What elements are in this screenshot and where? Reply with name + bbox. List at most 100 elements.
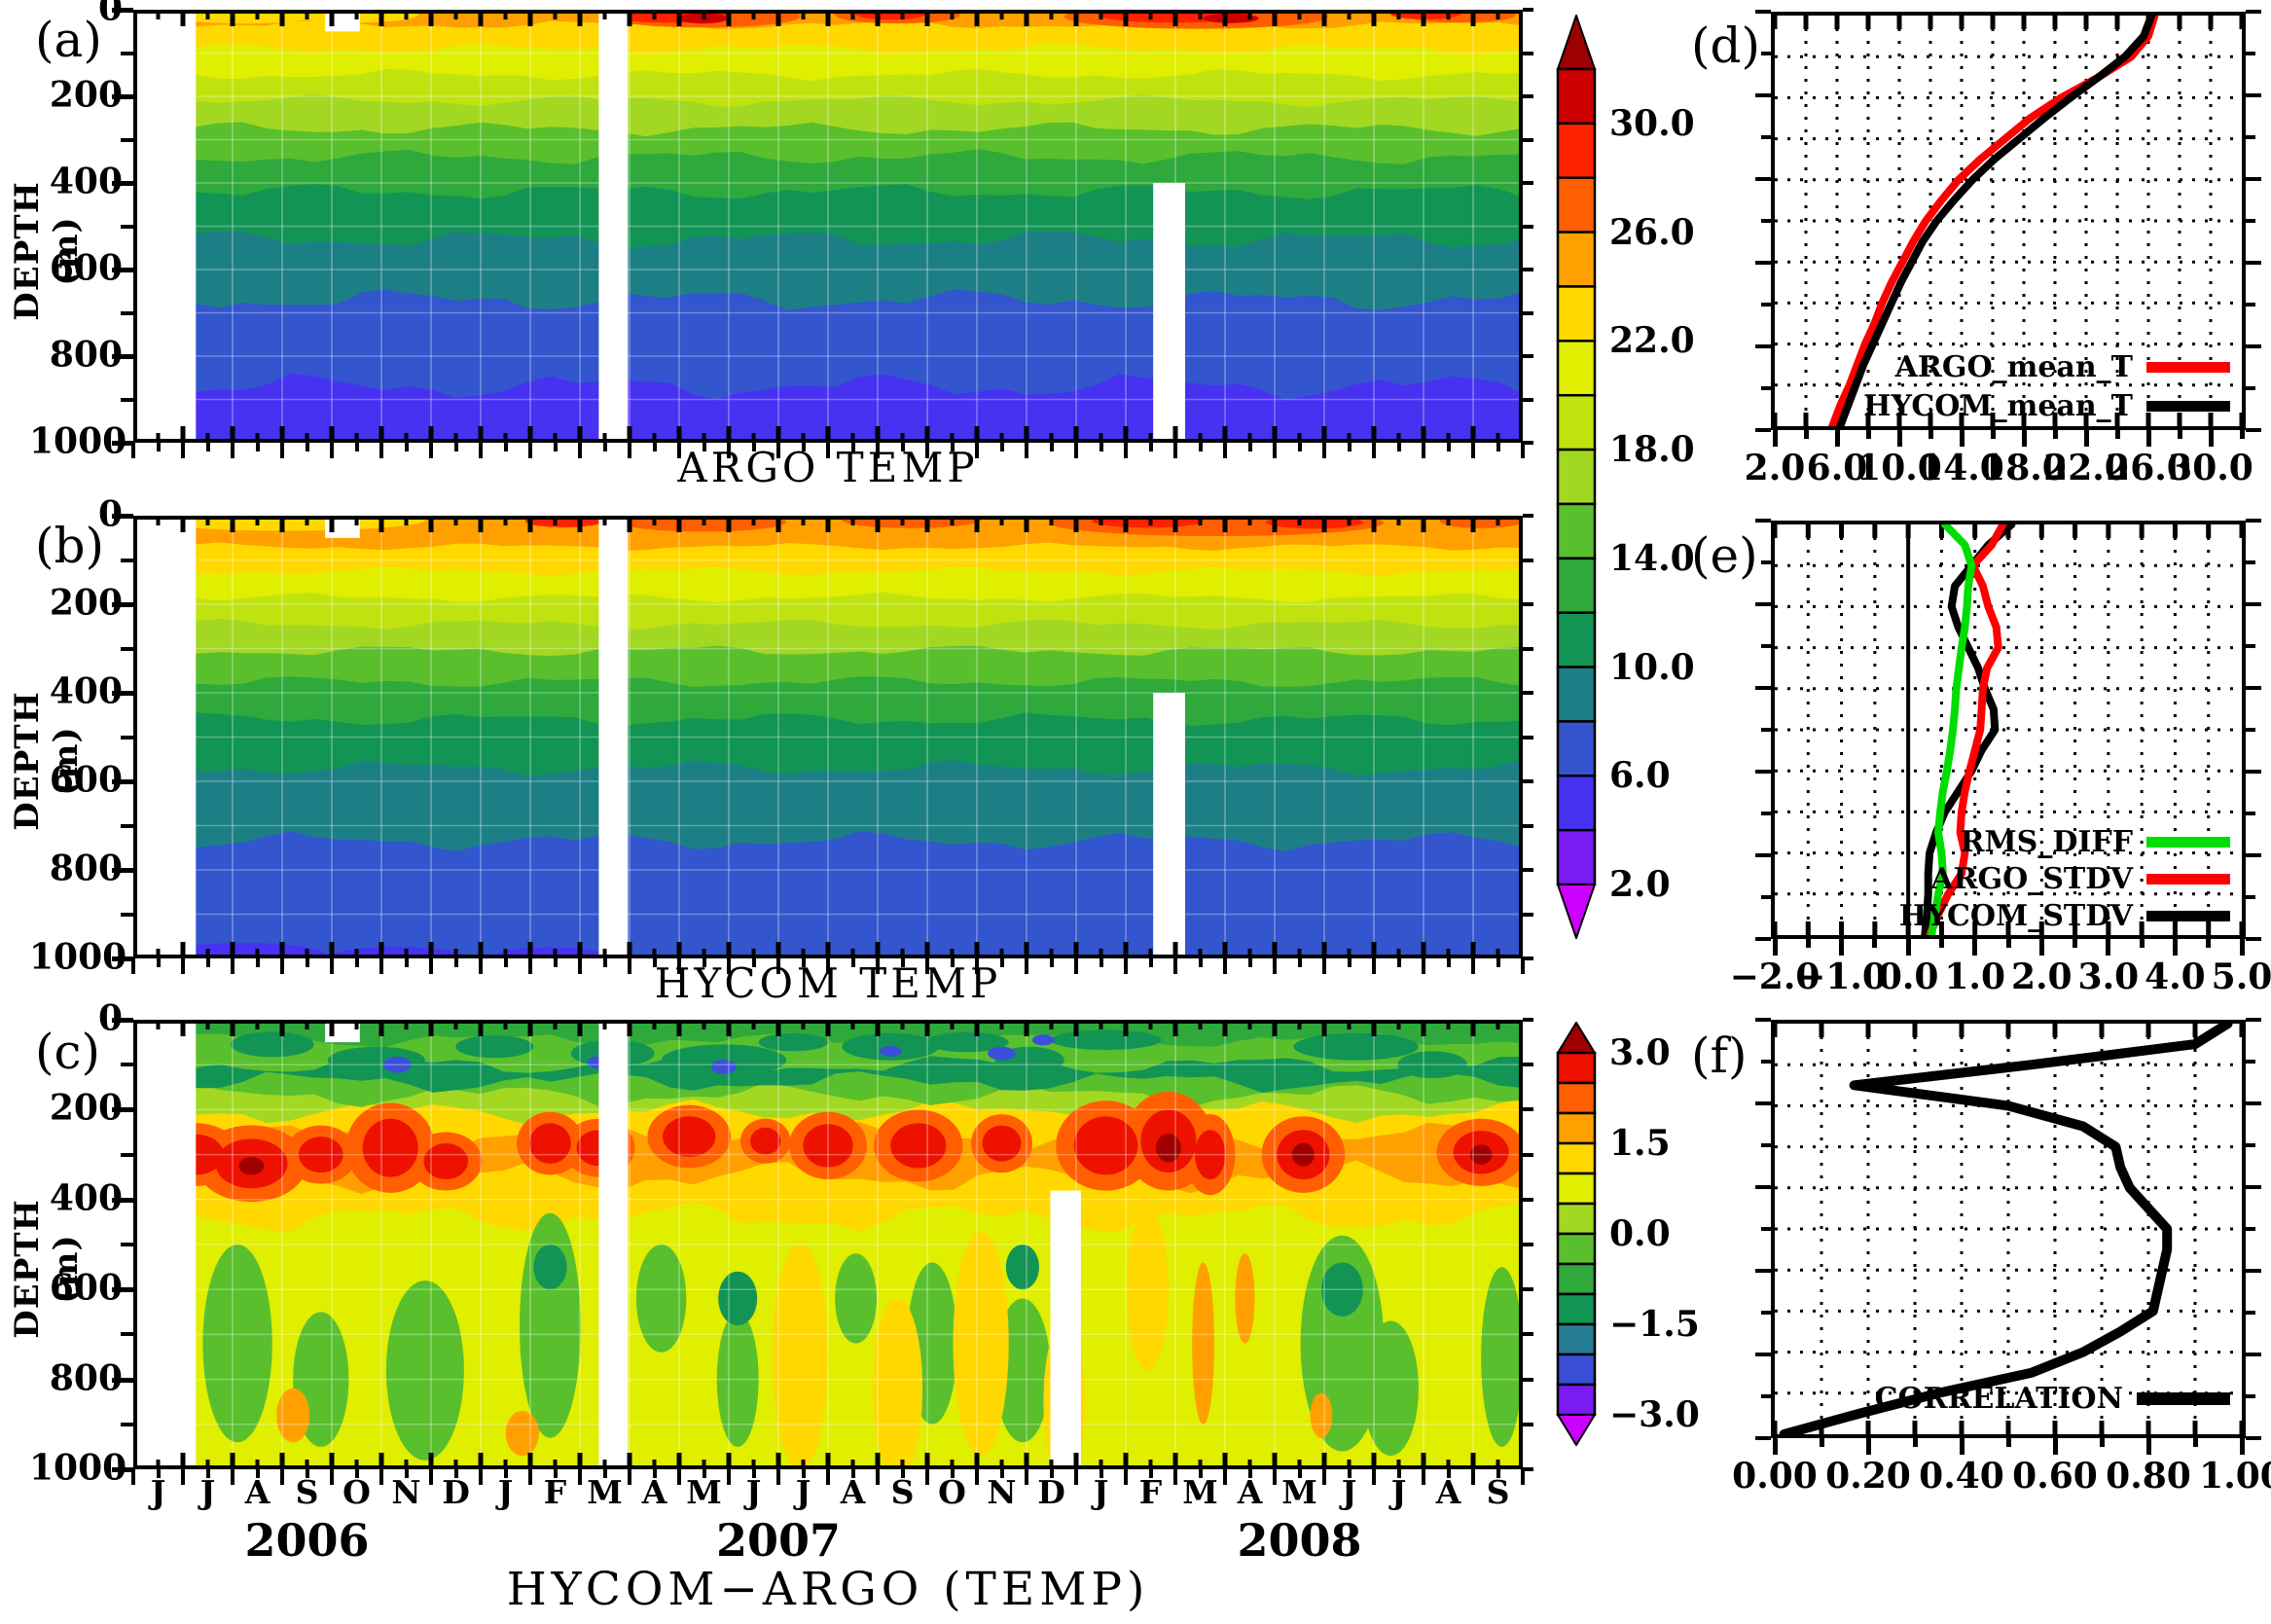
profile-depth-tick xyxy=(2246,1353,2261,1356)
depth-tick xyxy=(112,1287,133,1293)
profile-x-tick xyxy=(1772,430,1778,447)
time-tick xyxy=(1124,1469,1128,1485)
depth-tick xyxy=(112,94,133,99)
time-tick xyxy=(453,958,458,967)
time-tick xyxy=(1471,958,1475,974)
time-tick xyxy=(727,958,731,974)
temperature-colorbar-label: 26.0 xyxy=(1609,211,1695,253)
panel-c-letter: (c) xyxy=(35,1024,101,1080)
time-tick xyxy=(677,958,681,974)
time-tick xyxy=(776,958,780,974)
year-label: 2006 xyxy=(244,1514,370,1567)
difference-colorbar-label: −1.5 xyxy=(1609,1304,1700,1345)
profile-x-tick xyxy=(1805,939,1811,948)
profile-x-tick-label: 0.40 xyxy=(1919,1456,2004,1497)
legend-argo-mean: ARGO_mean_T xyxy=(1849,350,2230,384)
time-tick xyxy=(1297,443,1302,451)
depth-tick xyxy=(121,1422,133,1426)
time-tick xyxy=(850,443,855,451)
legend-hycom-stdv: HYCOM_STDV xyxy=(1849,899,2230,933)
time-tick xyxy=(156,958,161,967)
time-tick xyxy=(379,443,383,458)
profile-x-tick-label: 30.0 xyxy=(2168,448,2253,488)
time-tick xyxy=(652,958,657,967)
profile-depth-tick xyxy=(2246,1060,2255,1064)
depth-tick-label: 800 xyxy=(49,1356,123,1398)
profile-depth-tick xyxy=(2246,1143,2255,1147)
profile-x-tick xyxy=(1865,1438,1871,1455)
time-tick xyxy=(751,958,756,967)
profile-x-tick xyxy=(1803,430,1809,439)
depth-tick xyxy=(1523,691,1533,695)
time-tick xyxy=(776,1469,780,1485)
profile-depth-tick xyxy=(2246,1227,2255,1231)
profile-x-tick xyxy=(2239,939,2245,956)
time-tick xyxy=(801,958,806,967)
profile-depth-tick xyxy=(2246,177,2261,181)
panel-b-letter: (b) xyxy=(35,518,105,574)
time-tick xyxy=(1496,443,1500,451)
depth-tick xyxy=(112,8,133,13)
profile-x-tick xyxy=(2099,1438,2105,1447)
time-tick xyxy=(628,443,631,458)
profile-x-tick-label: −1.0 xyxy=(1796,956,1887,997)
difference-colorbar-label: 0.0 xyxy=(1609,1213,1671,1254)
profile-depth-tick xyxy=(2246,344,2261,348)
depth-tick xyxy=(1523,94,1533,98)
time-tick xyxy=(850,1469,855,1478)
profile-depth-tick xyxy=(1755,1185,1771,1189)
month-label: J xyxy=(1093,1473,1109,1511)
depth-tick xyxy=(1523,514,1533,518)
time-tick xyxy=(1099,1469,1103,1478)
depth-tick xyxy=(1523,1107,1533,1112)
month-label: S xyxy=(890,1473,915,1511)
profile-x-tick xyxy=(2114,430,2120,439)
time-tick xyxy=(677,443,681,458)
time-tick xyxy=(503,443,508,451)
profile-x-tick xyxy=(2073,939,2078,948)
hycom-mean-t-line xyxy=(1836,16,2156,426)
profile-x-tick xyxy=(2021,430,2027,447)
month-label: F xyxy=(1138,1473,1163,1511)
time-tick xyxy=(1148,958,1153,967)
depth-tick xyxy=(121,558,133,562)
profile-x-tick xyxy=(1959,430,1965,447)
time-tick xyxy=(1372,1469,1376,1485)
time-tick xyxy=(578,958,582,974)
time-tick xyxy=(354,443,359,451)
stdv-profile-panel xyxy=(1771,521,2246,939)
time-tick xyxy=(1372,958,1376,974)
time-tick xyxy=(255,1469,260,1478)
profile-x-tick-label: 18.0 xyxy=(1981,448,2067,488)
time-tick xyxy=(876,443,880,458)
time-tick xyxy=(205,958,210,967)
profile-depth-tick xyxy=(2246,386,2255,390)
profile-x-tick xyxy=(1839,939,1845,956)
profile-depth-tick xyxy=(2246,895,2255,899)
month-label: J xyxy=(795,1473,811,1511)
time-tick xyxy=(503,1469,508,1478)
month-label: J xyxy=(1390,1473,1407,1511)
profile-depth-tick xyxy=(1761,1311,1771,1315)
time-tick xyxy=(305,958,309,967)
time-tick xyxy=(801,1469,806,1478)
profile-depth-tick xyxy=(1755,519,1771,523)
month-label: D xyxy=(1037,1473,1065,1511)
depth-tick-label: 400 xyxy=(49,1177,123,1219)
time-tick xyxy=(1025,958,1028,974)
profile-depth-tick xyxy=(2246,1311,2255,1315)
depth-tick xyxy=(1523,823,1533,828)
time-tick xyxy=(1049,443,1054,451)
time-tick xyxy=(1074,443,1078,458)
profile-depth-tick xyxy=(2246,519,2261,523)
time-tick xyxy=(1446,443,1451,451)
hycom-temp-section-panel xyxy=(133,516,1523,958)
rms-diff-line-swatch xyxy=(2146,837,2230,848)
month-label: J xyxy=(497,1473,514,1511)
time-tick xyxy=(205,443,210,451)
argo-stdv-line-swatch xyxy=(2146,874,2230,884)
time-tick xyxy=(453,443,458,451)
depth-tick xyxy=(112,1018,133,1023)
time-tick xyxy=(205,1469,210,1478)
depth-tick xyxy=(1523,1287,1533,1292)
